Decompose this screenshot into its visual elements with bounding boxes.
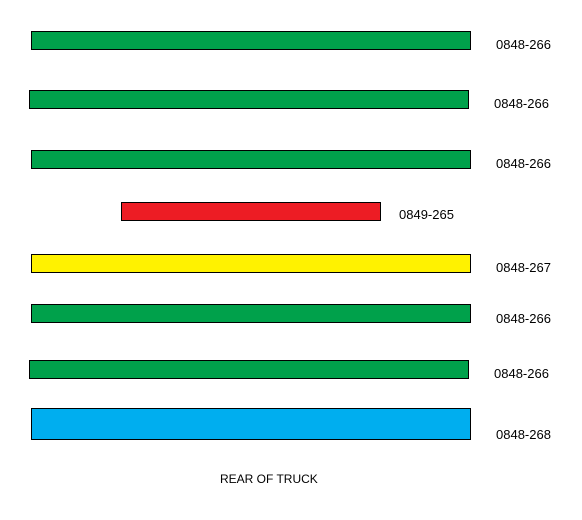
bar-3 [31, 150, 471, 169]
bar-8 [31, 408, 471, 440]
bar-1-label: 0848-266 [496, 37, 551, 52]
rear-of-truck-caption: REAR OF TRUCK [220, 472, 318, 486]
bar-2-label: 0848-266 [494, 96, 549, 111]
bar-7-label: 0848-266 [494, 366, 549, 381]
bar-5-label: 0848-267 [496, 260, 551, 275]
bar-3-label: 0848-266 [496, 156, 551, 171]
bar-2 [29, 90, 469, 109]
bar-4-label: 0849-265 [399, 207, 454, 222]
bar-4 [121, 202, 381, 221]
bar-7 [29, 360, 469, 379]
bar-8-label: 0848-268 [496, 427, 551, 442]
bar-6 [31, 304, 471, 323]
bar-1 [31, 31, 471, 50]
bar-6-label: 0848-266 [496, 311, 551, 326]
bar-5 [31, 254, 471, 273]
